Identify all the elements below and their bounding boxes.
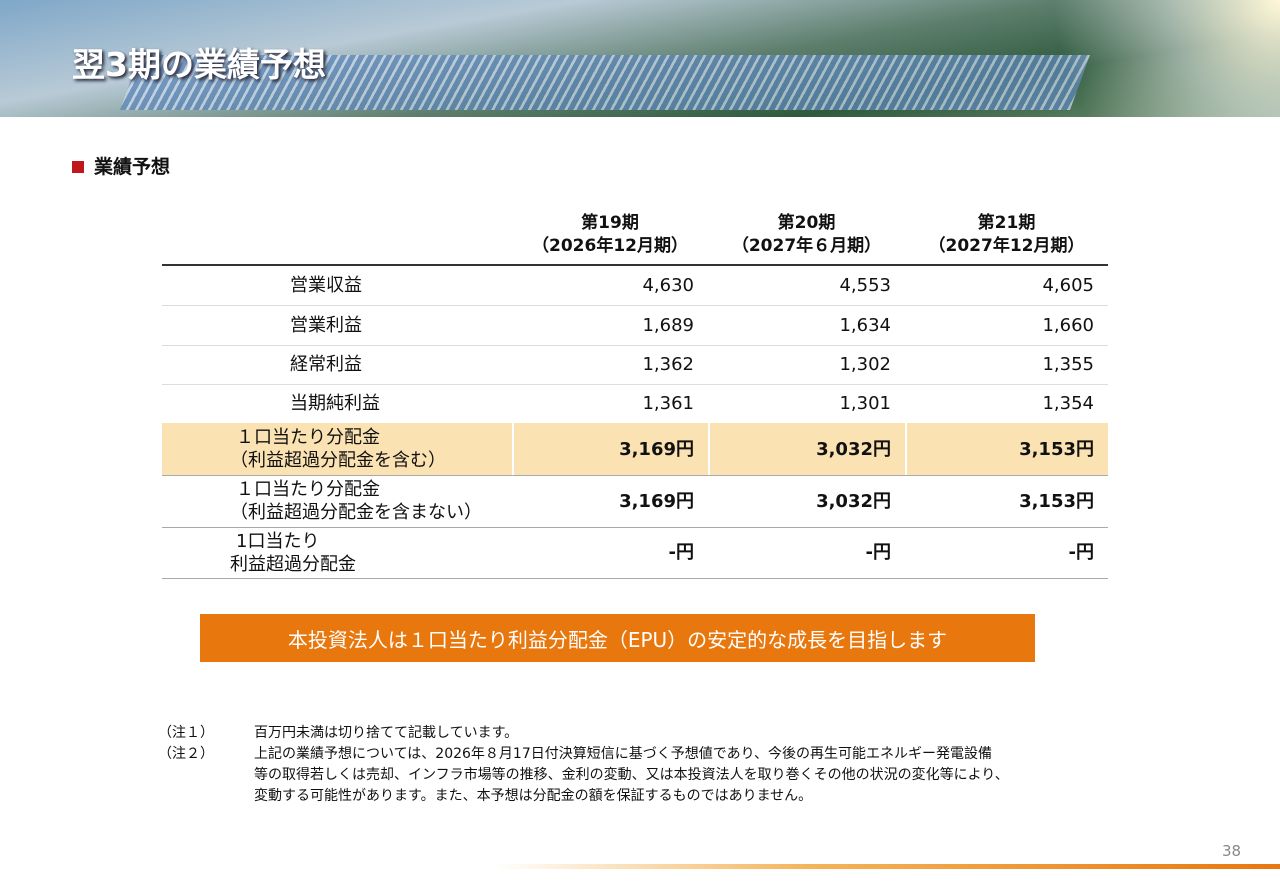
header-image xyxy=(0,0,1280,117)
footer-line xyxy=(495,864,1280,869)
cell-separator xyxy=(905,423,907,475)
value-cell: 1,361 xyxy=(642,393,694,414)
row-rule xyxy=(162,475,1108,476)
column-header: 第20期 （2027年６月期） xyxy=(708,208,905,262)
note-line: 等の取得若しくは売却、インフラ市場等の推移、金利の変動、又は本投資法人を取り巻く… xyxy=(254,767,1009,783)
cell-separator xyxy=(512,423,514,475)
row-rule xyxy=(162,384,1108,385)
label-line: １口当たり分配金 xyxy=(236,427,380,448)
column-header: 第21期 （2027年12月期） xyxy=(905,208,1108,262)
page-number: 38 xyxy=(1222,842,1242,860)
value-cell: 3,153円 xyxy=(1019,490,1094,512)
header-term: （2026年12月期） xyxy=(532,236,688,256)
slide-title: 翌3期の業績予想 xyxy=(72,45,326,84)
value-cell: 1,689 xyxy=(642,314,694,336)
value-cell: -円 xyxy=(668,542,694,563)
row-label: 営業利益 xyxy=(290,305,580,345)
table-top-rule xyxy=(162,264,1108,266)
value-cell: 1,362 xyxy=(642,354,694,375)
label-line: 当期純利益 xyxy=(290,393,380,414)
value-cell: 1,660 xyxy=(1042,314,1094,336)
label-line: 利益超過分配金 xyxy=(230,553,356,575)
value-cell: 4,605 xyxy=(1042,275,1094,296)
note-line: 変動する可能性があります。また、本予想は分配金の額を保証するものではありません。 xyxy=(254,788,813,804)
value-cell: 3,169円 xyxy=(619,490,694,512)
label-line: （利益超過分配金を含まない） xyxy=(230,502,482,523)
row-rule xyxy=(162,578,1108,579)
value-cell: 1,301 xyxy=(839,393,891,414)
row-label: 当期純利益 xyxy=(290,384,580,423)
row-label: 1口当たり 利益超過分配金 xyxy=(230,527,520,578)
header-term: （2027年６月期） xyxy=(731,236,882,256)
row-label: 営業収益 xyxy=(290,266,580,305)
label-line: 1口当たり xyxy=(236,530,320,552)
header-period: 第19期 xyxy=(581,213,639,233)
value-cell: 1,634 xyxy=(839,314,891,336)
row-label: １口当たり分配金 （利益超過分配金を含む） xyxy=(230,423,520,475)
value-cell: 3,169円 xyxy=(619,438,694,460)
row-label: 経常利益 xyxy=(290,345,580,384)
row-rule xyxy=(162,345,1108,346)
note-marker: （注２） xyxy=(158,746,214,762)
value-cell: 3,153円 xyxy=(1019,438,1094,460)
label-line: （利益超過分配金を含む） xyxy=(230,450,446,471)
row-rule xyxy=(162,305,1108,306)
section-title: 業績予想 xyxy=(94,156,171,178)
value-cell: 1,355 xyxy=(1042,354,1094,375)
cell-separator xyxy=(708,423,710,475)
value-cell: -円 xyxy=(865,542,891,563)
label-line: 営業収益 xyxy=(290,275,362,296)
note-line: 百万円未満は切り捨てて記載しています。 xyxy=(254,725,519,741)
value-cell: 3,032円 xyxy=(816,490,891,512)
value-cell: 1,354 xyxy=(1042,393,1094,414)
header-term: （2027年12月期） xyxy=(928,236,1085,256)
label-line: 経常利益 xyxy=(290,354,362,375)
header-period: 第20期 xyxy=(777,213,836,233)
row-label: １口当たり分配金 （利益超過分配金を含まない） xyxy=(230,475,520,527)
value-cell: 1,302 xyxy=(839,354,891,375)
note-marker: （注１） xyxy=(158,725,214,741)
banner: 本投資法人は１口当たり利益分配金（EPU）の安定的な成長を目指します xyxy=(200,614,1035,662)
header-period: 第21期 xyxy=(977,213,1036,233)
value-cell: 4,553 xyxy=(839,275,891,296)
label-line: 営業利益 xyxy=(290,314,362,336)
value-cell: 3,032円 xyxy=(816,438,891,460)
label-line: １口当たり分配金 xyxy=(236,479,380,500)
row-rule xyxy=(162,527,1108,528)
column-header: 第19期 （2026年12月期） xyxy=(512,208,708,262)
note-line: 上記の業績予想については、2026年８月17日付決算短信に基づく予想値であり、今… xyxy=(254,746,993,762)
row-highlight xyxy=(162,423,1108,475)
value-cell: -円 xyxy=(1068,542,1094,563)
value-cell: 4,630 xyxy=(642,275,694,296)
section-heading: 業績予想 xyxy=(72,152,170,179)
